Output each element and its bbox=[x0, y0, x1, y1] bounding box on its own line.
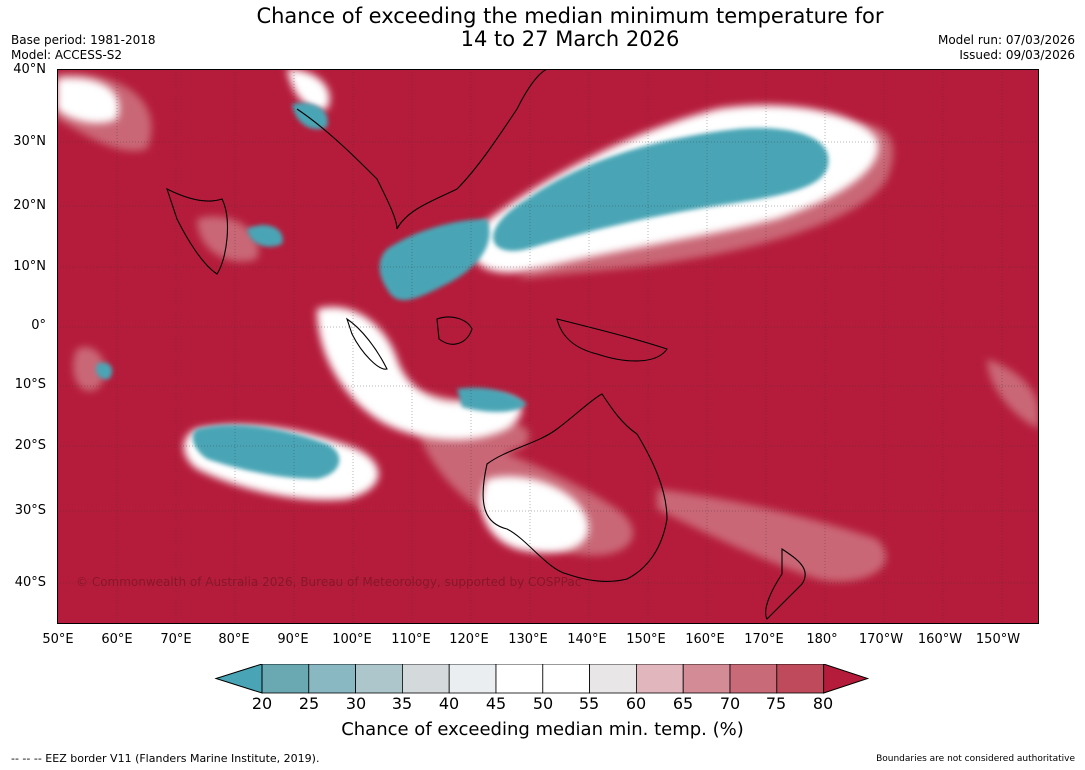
colorbar-tick-30: 30 bbox=[345, 694, 367, 713]
lat-label-30s: 30°S bbox=[14, 503, 46, 518]
lon-label-170w: 170°W bbox=[858, 632, 904, 647]
colorbar-cell bbox=[542, 664, 590, 694]
colorbar-cell bbox=[448, 664, 497, 694]
colorbar-tick-40: 40 bbox=[438, 694, 460, 713]
lon-label-130e: 130°E bbox=[508, 632, 548, 647]
colorbar-cell bbox=[495, 664, 544, 694]
australia-coastline bbox=[482, 393, 668, 583]
colorbar-cell bbox=[308, 664, 357, 694]
issued-text: Issued: 09/03/2026 bbox=[959, 48, 1075, 62]
lat-label-10s: 10°S bbox=[14, 377, 46, 392]
lat-label-40s: 40°S bbox=[14, 575, 46, 590]
colorbar bbox=[214, 664, 870, 694]
lat-label-10n: 10°N bbox=[13, 259, 46, 274]
lat-label-20s: 20°S bbox=[14, 438, 46, 453]
lon-label-110e: 110°E bbox=[391, 632, 431, 647]
colorbar-tick-80: 80 bbox=[812, 694, 834, 713]
colorbar-tick-50: 50 bbox=[532, 694, 554, 713]
map-svg bbox=[57, 69, 1039, 624]
lon-label-60e: 60°E bbox=[101, 632, 133, 647]
lon-label-100e: 100°E bbox=[332, 632, 372, 647]
colorbar-cell bbox=[635, 664, 684, 694]
map-title-line2: 14 to 27 March 2026 bbox=[460, 27, 680, 51]
new-zealand-coastline bbox=[765, 547, 806, 620]
lat-label-0: 0° bbox=[31, 318, 46, 333]
lat-label-20n: 20°N bbox=[13, 198, 46, 213]
colorbar-tick-55: 55 bbox=[578, 694, 600, 713]
lon-label-90e: 90°E bbox=[277, 632, 309, 647]
lat-label-30n: 30°N bbox=[13, 134, 46, 149]
lon-label-180: 180° bbox=[806, 632, 838, 647]
map-title-line1: Chance of exceeding the median minimum t… bbox=[256, 4, 884, 28]
lon-label-150w: 150°W bbox=[975, 632, 1021, 647]
copyright-watermark: © Commonwealth of Australia 2026, Bureau… bbox=[76, 575, 582, 589]
colorbar-extend-low bbox=[216, 664, 262, 693]
lon-label-160w: 160°W bbox=[917, 632, 963, 647]
lon-label-150e: 150°E bbox=[626, 632, 666, 647]
asia-coastline bbox=[296, 69, 548, 230]
new-guinea-coastline bbox=[556, 318, 668, 362]
model-text: Model: ACCESS-S2 bbox=[11, 48, 123, 62]
colorbar-cell bbox=[589, 664, 637, 694]
lon-label-80e: 80°E bbox=[218, 632, 250, 647]
colorbar-title: Chance of exceeding median min. temp. (%… bbox=[341, 719, 744, 740]
sumatra-coastline bbox=[345, 317, 388, 370]
colorbar-tick-45: 45 bbox=[485, 694, 507, 713]
forecast-map bbox=[57, 69, 1039, 624]
lon-label-170e: 170°E bbox=[744, 632, 784, 647]
colorbar-cell bbox=[261, 664, 310, 694]
colorbar-tick-20: 20 bbox=[251, 694, 273, 713]
lon-label-50e: 50°E bbox=[42, 632, 74, 647]
colorbar-tick-65: 65 bbox=[672, 694, 694, 713]
coastlines bbox=[166, 69, 806, 620]
india-coastline bbox=[166, 187, 228, 275]
base-period-text: Base period: 1981-2018 bbox=[11, 33, 156, 47]
colorbar-tick-25: 25 bbox=[298, 694, 320, 713]
lon-label-140e: 140°E bbox=[567, 632, 607, 647]
lon-label-120e: 120°E bbox=[449, 632, 489, 647]
probability-shading-teal bbox=[95, 102, 829, 479]
colorbar-tick-60: 60 bbox=[625, 694, 647, 713]
colorbar-extend-high bbox=[823, 664, 870, 694]
boundaries-disclaimer: Boundaries are not considered authoritat… bbox=[876, 754, 1075, 764]
colorbar-cell bbox=[682, 664, 731, 694]
lon-label-160e: 160°E bbox=[685, 632, 725, 647]
colorbar-cell bbox=[355, 664, 403, 694]
lat-label-40n: 40°N bbox=[13, 62, 46, 77]
colorbar-tick-75: 75 bbox=[765, 694, 787, 713]
colorbar-tick-70: 70 bbox=[719, 694, 741, 713]
graticule bbox=[57, 69, 1039, 624]
colorbar-cell bbox=[776, 664, 824, 694]
colorbar-tick-35: 35 bbox=[391, 694, 413, 713]
lon-label-70e: 70°E bbox=[160, 632, 192, 647]
eez-border-note: -- -- -- EEZ border V11 (Flanders Marine… bbox=[11, 752, 320, 765]
colorbar-cell bbox=[401, 664, 450, 694]
borneo-coastline bbox=[436, 316, 473, 345]
colorbar-cell bbox=[729, 664, 778, 694]
model-run-text: Model run: 07/03/2026 bbox=[937, 33, 1075, 47]
